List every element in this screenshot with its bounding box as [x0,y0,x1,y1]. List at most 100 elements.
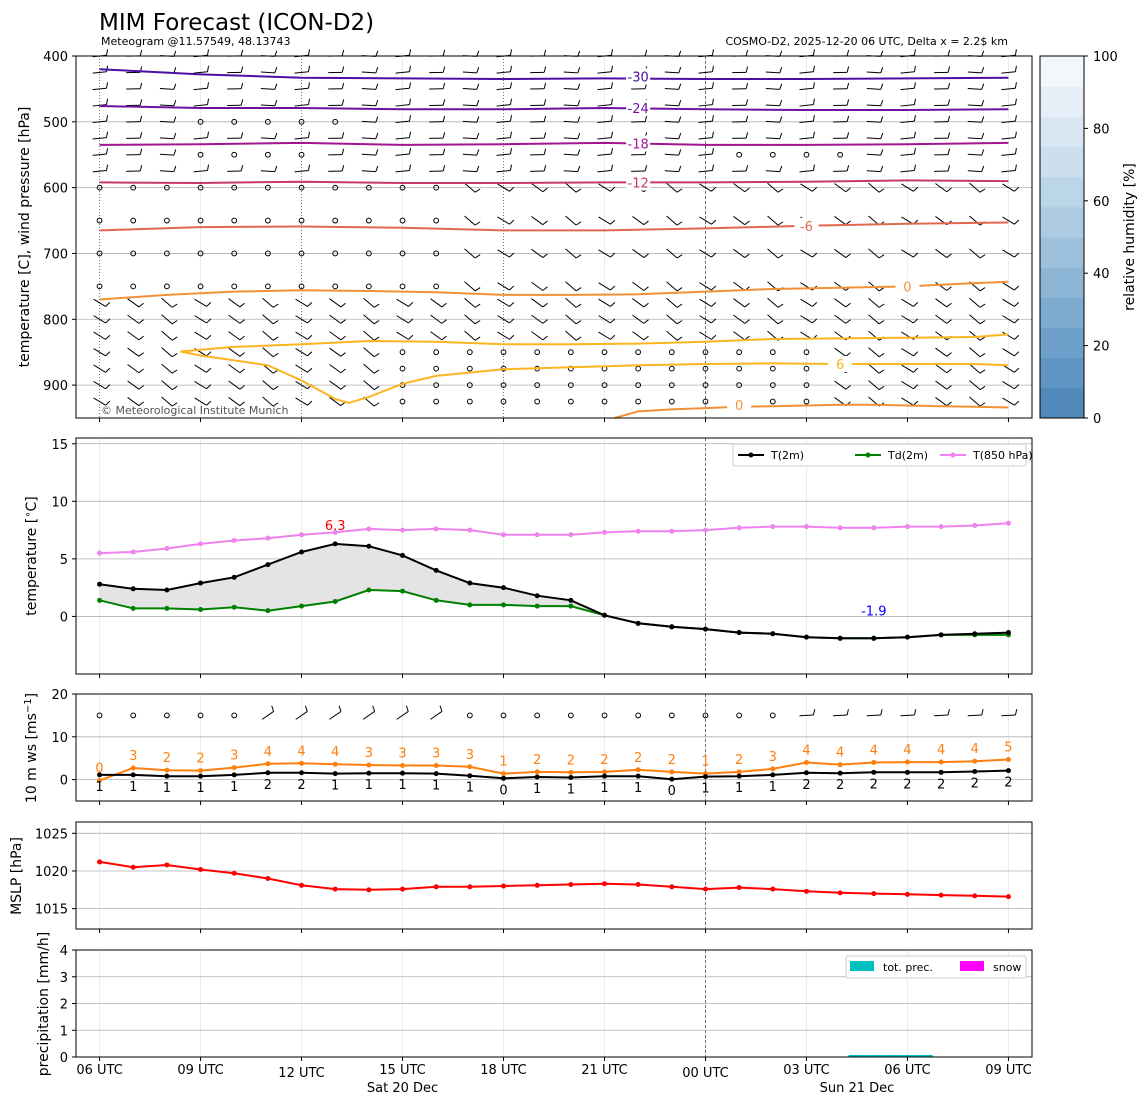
series-point [97,777,103,783]
series-point [669,528,675,534]
wind-barb [531,183,544,193]
chart-subtitle-model: COSMO-D2, 2025-12-20 06 UTC, Delta x = 2… [725,35,1008,48]
series-point [635,773,641,779]
wind-barb [699,216,712,225]
speed-value-label: 2 [971,776,979,791]
y-tick-label: 1020 [35,865,68,880]
wind-barb-flag [408,148,411,155]
series-point [501,771,507,777]
speed-value-label: 1 [769,780,777,795]
wind-barb-flag [474,336,481,341]
wind-barb-flag [373,320,380,325]
wind-barb [228,314,241,324]
isotherm-line [614,403,1009,419]
wind-barb [161,363,173,374]
isotherm-label: 6 [836,358,844,373]
wind-barb-flag [745,99,749,106]
wind-barb [868,314,880,325]
wind-barb [597,71,612,74]
series-point [97,772,103,778]
wind-panel: 0131212131424241313131311021212121201121… [23,688,1033,803]
wind-barb [361,170,376,173]
wind-barb-flag [442,115,446,122]
legend-swatch [960,961,984,971]
wind-barb [666,182,678,193]
wind-barb [666,248,678,259]
colorbar-cell [1040,206,1084,238]
wind-barb [496,169,511,173]
y-tick-label: 1 [60,1024,68,1039]
wind-barb [967,87,982,90]
calm-wind-circle [332,184,339,191]
calm-wind-circle [399,283,406,290]
series-point [669,884,675,890]
calm-wind-circle [668,382,675,388]
wind-barb-flag [509,115,512,122]
wind-barb [598,216,611,225]
calm-wind-circle [231,118,238,125]
wind-barb [901,348,914,357]
colorbar-tick-label: 100 [1093,50,1118,65]
wind-barb-flag [240,82,244,89]
isotherm-label-mask [828,356,853,373]
wind-barb-flag [476,132,480,139]
calm-wind-circle [231,250,238,257]
wind-barb-flag [106,49,109,56]
wind-barb-flag [1014,148,1017,155]
wind-barb [598,331,611,340]
wind-barb [800,315,813,324]
wind-barb-flag [711,49,714,56]
wind-barb-flag [308,82,311,89]
wind-barb [900,153,915,156]
series-point [467,527,473,533]
wind-barb-flag [408,334,414,340]
wind-barb [834,248,847,258]
wind-barb [1001,87,1016,91]
wind-barb [699,249,712,258]
temperature-y-ticks: 0 5 10 15 [51,438,76,625]
wind-barb-flag [745,66,749,73]
wind-barb-flag [474,320,481,325]
wind-barb [193,87,208,91]
wind-barb [666,215,678,226]
calm-wind-circle [197,283,204,290]
series-point [770,886,776,892]
wind-barb-flag [441,319,447,324]
precipitation-panel: 0 1 2 3 4 precipitation [mm/h] tot. prec. sno… [36,932,1033,1076]
wind-barb [1002,315,1015,324]
calm-wind-circle [163,712,170,719]
calm-wind-circle [433,283,440,290]
calm-wind-circle [567,398,574,405]
calm-wind-circle [130,283,137,290]
calm-wind-circle [399,217,406,224]
time-axis: 06 UTC 09 UTC 12 UTC 15 UTC 18 UTC 21 UTC 00 U… [76,418,1032,1096]
wind-barb [664,153,679,156]
wind-barb-flag [272,320,279,325]
calm-wind-circle [635,349,642,356]
series-point [299,603,305,609]
series-line [99,860,1009,898]
wind-barb-flag [610,131,613,138]
wind-barb-flag [375,149,379,156]
wind-barb [462,104,477,107]
wind-barb-flag [138,352,144,357]
surface-temperature-panel: 6.3 -1.9 0 5 10 15 temperature [∘C] T(2m) Td(… [23,437,1033,675]
wind-barb-flag [543,132,547,139]
series-point [366,887,372,893]
wind-barb-flag [105,384,111,390]
speed-value-label: 1 [365,778,373,793]
speed-value-label: 1 [567,782,575,797]
precipitation-bar [882,1054,900,1057]
wind-barb-flag [308,49,311,56]
wind-barb-flag [138,319,144,324]
wind-barb-flag [678,116,682,123]
wind-barb [531,216,544,226]
wind-barb-flag [577,83,581,90]
precipitation-bar [848,1054,866,1057]
calm-wind-circle [769,398,776,405]
wind-barb [93,348,106,357]
wind-barb-flag [308,164,311,171]
wind-barb [799,169,814,173]
series-point [904,524,910,530]
isotherm-label: -24 [628,102,649,117]
